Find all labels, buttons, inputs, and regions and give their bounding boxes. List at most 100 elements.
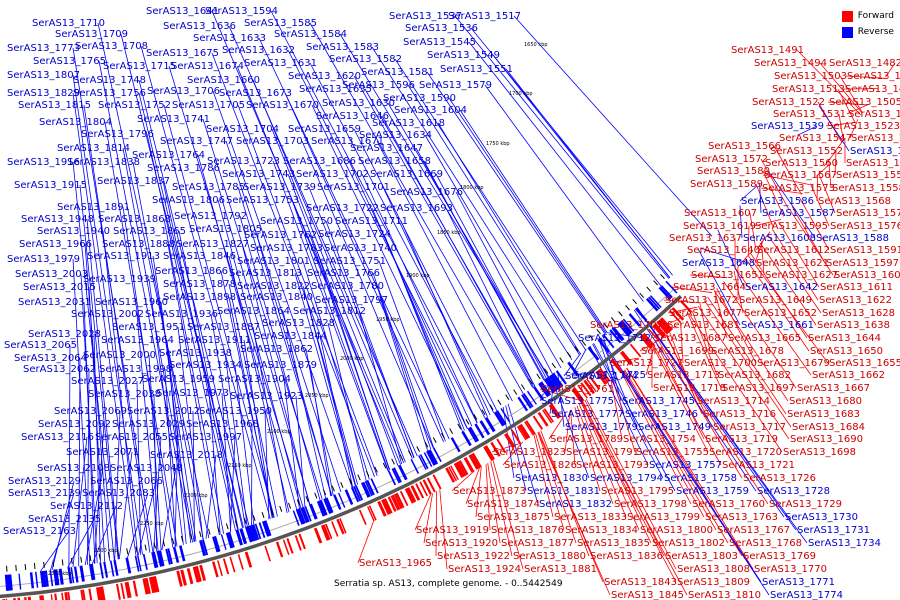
gene-label: SerAS13_1868 [98, 214, 171, 225]
gene-label: SerAS13_1759 [676, 486, 749, 497]
reverse-gene-block [617, 322, 630, 337]
label-connector-line [827, 101, 868, 106]
gene-label: SerAS13_1584 [274, 29, 347, 40]
ruler-tick-mark [497, 399, 502, 406]
gene-label: SerAS13_2048 [110, 463, 183, 474]
label-connector-line [295, 395, 306, 507]
gene-label: SerAS13_1877 [501, 538, 574, 549]
gene-label: SerAS13_1631 [244, 58, 317, 69]
gene-label: SerAS13_1875 [477, 512, 550, 523]
forward-gene-block [537, 411, 549, 427]
label-connector-line [282, 310, 326, 499]
label-connector-line [733, 270, 744, 314]
label-connector-line [448, 97, 607, 334]
reverse-gene-block [254, 523, 262, 540]
label-connector-line [837, 88, 856, 124]
reverse-gene-block [540, 381, 552, 396]
label-connector-line [426, 71, 606, 335]
forward-gene-block [599, 368, 611, 382]
reverse-gene-block [251, 524, 260, 541]
label-connector-line [445, 207, 536, 387]
ruler-tick-mark [144, 544, 147, 551]
label-connector-line [658, 341, 743, 479]
forward-gene-block [383, 498, 393, 514]
forward-gene-block [573, 387, 585, 402]
gene-label: SerAS13_1845 [611, 590, 684, 600]
gene-label: SerAS13_1792 [174, 211, 247, 222]
gene-label: SerAS13_1834 [565, 525, 638, 536]
gene-label: SerAS13_1618 [372, 118, 445, 129]
label-connector-line [796, 49, 862, 116]
forward-gene-block [642, 332, 655, 347]
reverse-gene-block [361, 482, 369, 498]
reverse-gene-block [567, 361, 579, 377]
label-connector-line [789, 209, 834, 276]
label-connector-line [513, 15, 713, 237]
gene-label: SerAS13_1677 [669, 308, 742, 319]
label-connector-line [762, 170, 785, 217]
label-connector-line [485, 464, 491, 531]
label-connector-line [767, 234, 822, 314]
label-connector-line [51, 480, 75, 570]
label-connector-line [177, 326, 204, 540]
label-connector-line [224, 352, 248, 527]
gene-label: SerAS13_2028 [28, 329, 101, 340]
gene-label: SerAS13_1659 [288, 124, 361, 135]
gene-label: SerAS13_1585 [244, 18, 317, 29]
reverse-gene-block [18, 573, 22, 590]
gene-label: SerAS13_1769 [743, 551, 816, 562]
gene-label: SerAS13_1717 [713, 422, 786, 433]
ruler-tick-mark [457, 423, 462, 430]
label-connector-line [585, 398, 677, 570]
forward-gene-block [453, 463, 463, 478]
ruler-tick-mark [424, 441, 429, 448]
gene-label: SerAS13_1651 [691, 270, 764, 281]
reverse-gene-block [158, 550, 165, 567]
label-connector-line [371, 46, 573, 361]
gene-label: SerAS13_1911 [178, 335, 251, 346]
label-connector-line [584, 399, 665, 557]
label-connector-line [309, 22, 524, 395]
forward-gene-block [244, 551, 253, 568]
forward-gene-block [524, 421, 534, 436]
gene-label: SerAS13_2003 [15, 269, 88, 280]
label-connector-line [372, 272, 434, 448]
gene-label: SerAS13_1662 [812, 370, 885, 381]
reverse-gene-block [99, 562, 104, 579]
ruler-tick-mark [252, 514, 256, 521]
label-connector-line [389, 247, 463, 432]
ruler-tick-mark [43, 561, 45, 568]
gene-label: SerAS13_1920 [425, 538, 498, 549]
reverse-gene-block [474, 423, 485, 439]
label-connector-line [68, 344, 71, 568]
gene-label: SerAS13_1831 [527, 486, 600, 497]
label-connector-line [487, 463, 501, 544]
gene-label: SerAS13_1650 [810, 346, 883, 357]
gene-label: SerAS13_1588 [816, 233, 889, 244]
label-connector-line [146, 133, 236, 531]
gene-label: SerAS13_1826 [504, 460, 577, 471]
forward-gene-block [620, 350, 633, 365]
reverse-gene-block [355, 485, 364, 501]
forward-gene-block [669, 310, 681, 323]
ruler-tick-mark [520, 384, 526, 390]
label-connector-line [810, 183, 830, 227]
gene-label: SerAS13_1754 [623, 434, 696, 445]
reverse-gene-block [649, 295, 662, 308]
gene-label: SerAS13_1637 [669, 233, 742, 244]
gene-label: SerAS13_1750 [260, 216, 333, 227]
forward-gene-block [532, 415, 544, 430]
forward-gene-block [222, 558, 230, 575]
gene-label: SerAS13_1514 [848, 109, 900, 120]
reverse-gene-block [58, 568, 64, 585]
reverse-gene-block [103, 561, 109, 578]
gene-label: SerAS13_1798 [614, 499, 687, 510]
gene-label: SerAS13_1706 [147, 86, 220, 97]
forward-gene-block [50, 594, 53, 600]
gene-label: SerAS13_1866 [155, 266, 228, 277]
gene-label: SerAS13_1756 [73, 88, 146, 99]
ruler-tick-mark [61, 559, 64, 566]
ruler-tick-mark [126, 548, 129, 555]
label-connector-line [492, 459, 524, 570]
